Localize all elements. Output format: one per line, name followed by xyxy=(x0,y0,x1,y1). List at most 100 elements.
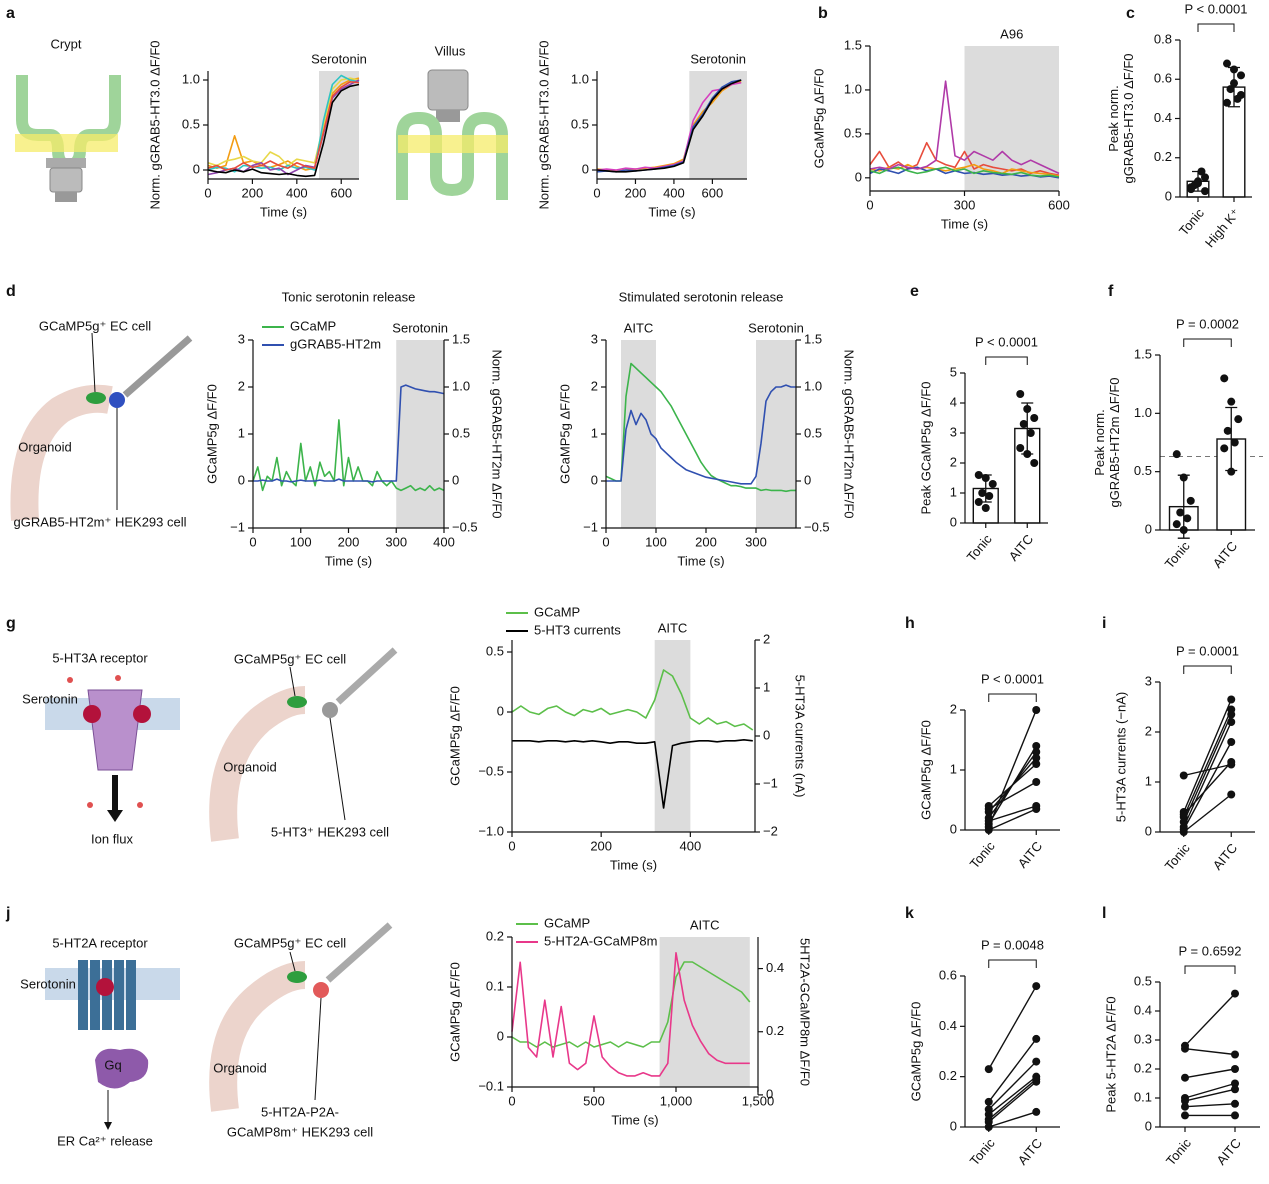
tick-label: 2 xyxy=(763,631,770,646)
tick-label: −0.5 xyxy=(478,763,504,778)
data-point xyxy=(981,474,990,482)
category-label: Tonic xyxy=(967,1135,998,1168)
tick-label: 0.5 xyxy=(1134,973,1152,988)
legend-label: GCaMP xyxy=(290,318,336,333)
category-label: Tonic xyxy=(1162,538,1193,571)
data-point xyxy=(1032,1034,1041,1043)
data-line xyxy=(869,80,1060,175)
receptor-schematic-g xyxy=(45,647,398,842)
pair-line xyxy=(1184,1048,1236,1056)
tick-label: 0 xyxy=(1165,188,1172,203)
data-point xyxy=(984,1065,993,1074)
data-point xyxy=(1230,79,1238,88)
data-point xyxy=(1179,771,1188,780)
diagram-label: Serotonin xyxy=(22,691,78,706)
tick-label: 1 xyxy=(238,425,245,440)
data-point xyxy=(1179,473,1188,482)
pair-line xyxy=(988,985,1037,1070)
tick-label: 0.3 xyxy=(1134,1031,1152,1046)
pair-line xyxy=(1183,721,1232,828)
tick-label: 3 xyxy=(238,331,245,346)
pair-line xyxy=(1184,1068,1236,1079)
data-point xyxy=(1016,390,1025,398)
tick-label: 1 xyxy=(950,761,957,776)
axis-label: Norm. gGRAB5-HT2m ΔF/F0 xyxy=(490,349,505,518)
tick-label: 0 xyxy=(582,161,589,176)
pair-line xyxy=(988,763,1037,807)
significance-bracket xyxy=(1197,23,1235,32)
tick-label: 300 xyxy=(385,534,407,549)
axis-label: GCaMP5g ΔF/F0 xyxy=(557,384,572,484)
tick-label: 600 xyxy=(1048,197,1070,212)
p-value: P < 0.0001 xyxy=(981,671,1044,686)
axis-label: Norm. gGRAB5-HT2m ΔF/F0 xyxy=(842,349,857,518)
data-point xyxy=(1220,444,1229,453)
diagram-label: Organoid xyxy=(223,759,276,774)
axis-label: GCaMP5g ΔF/F0 xyxy=(447,962,462,1062)
axis-label: gGRAB5-HT3.0 ΔF/F0 xyxy=(1121,53,1136,183)
data-point xyxy=(1226,85,1235,94)
tick-label: 0 xyxy=(950,514,957,529)
pair-line xyxy=(988,709,1037,828)
data-point xyxy=(1231,1050,1239,1059)
diagram-label: ER Ca²⁺ release xyxy=(57,1133,153,1148)
tick-label: 0 xyxy=(193,161,200,176)
tick-label: 200 xyxy=(590,838,612,853)
data-line xyxy=(869,163,1060,177)
tick-label: 0.5 xyxy=(571,116,589,131)
data-point xyxy=(1227,710,1236,719)
pair-line xyxy=(988,1061,1037,1110)
legend-label: 5-HT2A-GCaMP8m xyxy=(544,933,657,948)
data-point xyxy=(1231,1099,1239,1108)
data-point xyxy=(1223,426,1232,435)
panel-letter: i xyxy=(1102,615,1106,632)
tick-label: 0.5 xyxy=(804,425,822,440)
data-point xyxy=(1181,1102,1189,1111)
shade-label: Serotonin xyxy=(311,51,367,66)
villus-schematic xyxy=(396,69,508,200)
shade-label: A96 xyxy=(1000,26,1023,41)
tick-label: 0.1 xyxy=(1134,1089,1152,1104)
panel-letter: j xyxy=(5,905,10,922)
panel-letter: l xyxy=(1102,905,1106,922)
axis-label: Peak norm. xyxy=(1092,409,1107,475)
data-point xyxy=(1032,748,1041,756)
tick-label: 0.5 xyxy=(1134,463,1152,478)
axis-label: Time (s) xyxy=(610,857,657,872)
shade-label: Serotonin xyxy=(392,320,448,335)
tick-label: 300 xyxy=(954,197,976,212)
tick-label: 1.5 xyxy=(844,37,862,52)
tick-label: 200 xyxy=(338,534,360,549)
data-line xyxy=(207,81,360,171)
data-line xyxy=(512,739,753,809)
tick-label: 600 xyxy=(702,185,724,200)
pair-line xyxy=(988,805,1037,822)
tick-label: 0.4 xyxy=(766,960,784,975)
data-point xyxy=(1181,1044,1189,1053)
axis-label: GCaMP5g ΔF/F0 xyxy=(908,1002,923,1102)
category-label: Tonic xyxy=(1162,840,1193,873)
diagram-label: 5-HT2A-P2A- xyxy=(261,1104,339,1119)
tick-label: 0 xyxy=(204,185,211,200)
axis-label: 5HT2A-GCaMP8m ΔF/F0 xyxy=(798,938,813,1086)
data-point xyxy=(1227,467,1236,476)
tick-label: 400 xyxy=(663,185,685,200)
tick-label: 1.0 xyxy=(844,81,862,96)
axis-label: Peak norm. xyxy=(1106,85,1121,151)
significance-bracket xyxy=(985,356,1028,365)
shade-label: AITC xyxy=(690,917,720,932)
tick-label: 2 xyxy=(591,378,598,393)
p-value: P < 0.0001 xyxy=(1184,1,1247,16)
data-line xyxy=(869,166,1060,178)
panel-letter: e xyxy=(910,283,919,300)
data-point xyxy=(1026,429,1035,437)
tick-label: 5 xyxy=(950,364,957,379)
tick-label: 2 xyxy=(238,378,245,393)
data-point xyxy=(1032,1057,1041,1066)
data-point xyxy=(1223,59,1231,68)
data-point xyxy=(1227,397,1236,406)
tick-label: 0 xyxy=(950,1118,957,1133)
diagram-label: Serotonin xyxy=(20,976,76,991)
data-line xyxy=(207,77,360,167)
tick-label: 100 xyxy=(290,534,312,549)
